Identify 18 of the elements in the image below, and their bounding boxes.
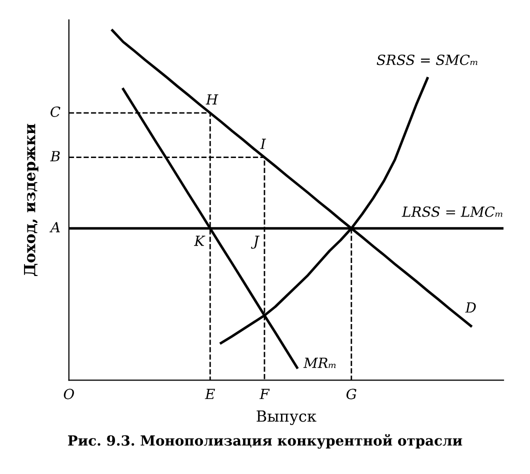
annotation: C bbox=[50, 106, 60, 117]
series-label: LRSS = LMCₘ bbox=[402, 206, 502, 217]
annotation: A bbox=[49, 222, 60, 232]
x-tick-label: O bbox=[64, 388, 74, 400]
annotation: B bbox=[50, 151, 60, 162]
y-axis-title: Доход, издержки bbox=[24, 124, 38, 276]
x-axis-title: Выпуск bbox=[256, 410, 316, 426]
annotation: I bbox=[260, 138, 266, 149]
text: Рис. 9.3. Монополизация конкурентной отрасли bbox=[68, 434, 462, 449]
x-tick-label: G bbox=[346, 388, 356, 400]
x-tick-label: E bbox=[204, 388, 215, 400]
series-label: MRₘ bbox=[303, 358, 336, 368]
series-label: SRSS = SMCₘ bbox=[376, 54, 478, 66]
annotation: J bbox=[251, 236, 260, 249]
annotation: H bbox=[206, 94, 218, 104]
series-label: D bbox=[465, 302, 476, 313]
x-tick-label: F bbox=[259, 388, 270, 400]
annotation: K bbox=[194, 236, 206, 246]
